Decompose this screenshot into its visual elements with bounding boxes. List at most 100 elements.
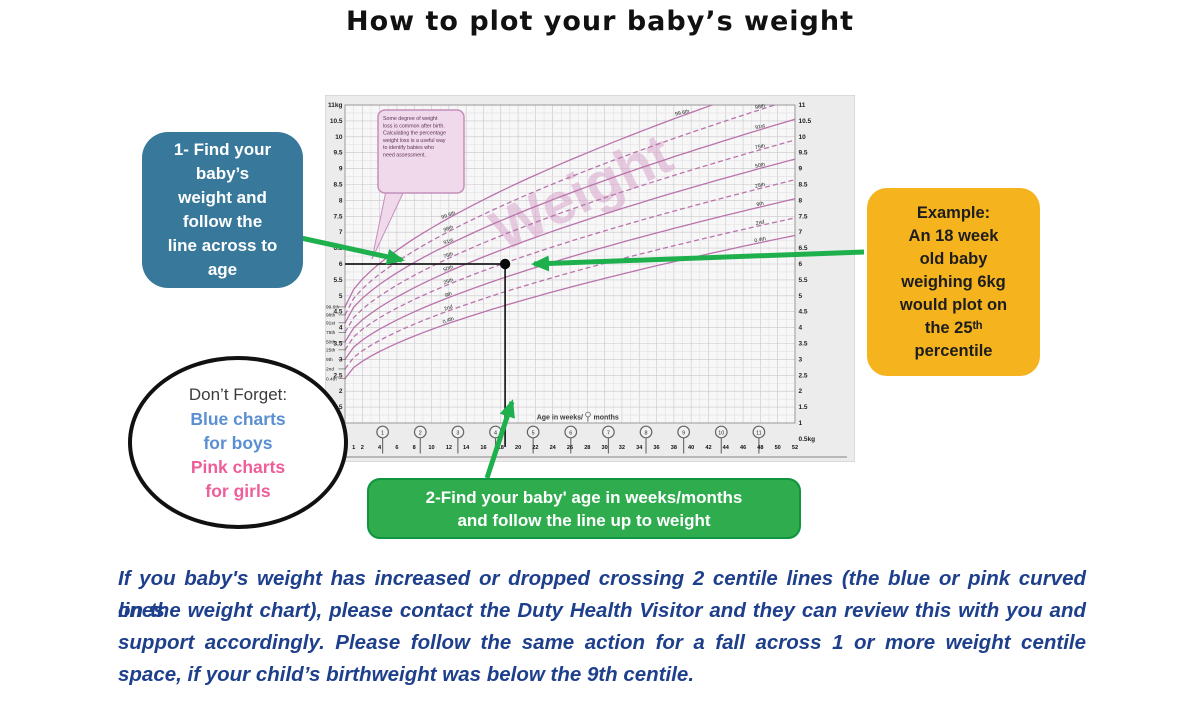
- x-axis-label: Age in weeks/: [537, 415, 583, 422]
- centile-curve-99.6th: [345, 105, 715, 308]
- svg-text:38: 38: [671, 445, 677, 451]
- svg-text:weight loss is a useful way: weight loss is a useful way: [383, 138, 446, 144]
- svg-text:11kg: 11kg: [328, 102, 342, 109]
- svg-text:7: 7: [339, 229, 343, 236]
- centile-curve-25th: [345, 179, 795, 351]
- svg-text:0.4th: 0.4th: [442, 316, 455, 326]
- svg-text:1: 1: [799, 420, 803, 427]
- svg-text:91st: 91st: [755, 123, 766, 131]
- footer-line: on the weight chart), please contact the…: [118, 599, 1086, 622]
- svg-text:75th: 75th: [443, 251, 455, 260]
- footer-line: support accordingly. Please follow the s…: [118, 631, 1086, 654]
- svg-text:46: 46: [740, 445, 746, 451]
- svg-text:0.4th: 0.4th: [326, 376, 337, 382]
- svg-text:5: 5: [339, 293, 343, 300]
- svg-text:8: 8: [339, 197, 343, 204]
- svg-text:6.5: 6.5: [333, 245, 342, 252]
- centile-curve-91st: [345, 118, 795, 324]
- svg-text:10: 10: [428, 445, 434, 451]
- month-marker: [376, 425, 390, 439]
- footer-line: If you baby's weight has increased or dr…: [118, 567, 1086, 622]
- svg-text:25th: 25th: [326, 348, 336, 354]
- svg-text:4: 4: [799, 325, 803, 332]
- month-marker: [677, 425, 691, 439]
- svg-text:50: 50: [775, 445, 781, 451]
- svg-text:50th: 50th: [443, 264, 455, 273]
- svg-text:14: 14: [463, 445, 470, 451]
- page-title: How to plot your baby’s weight: [345, 6, 855, 37]
- month-marker: [413, 425, 427, 439]
- svg-text:2: 2: [799, 388, 803, 395]
- svg-text:10: 10: [799, 134, 807, 141]
- svg-text:24: 24: [550, 445, 557, 451]
- svg-text:7: 7: [607, 430, 610, 436]
- svg-text:6: 6: [569, 430, 572, 436]
- svg-text:11: 11: [799, 102, 806, 109]
- svg-text:6: 6: [799, 261, 803, 268]
- growth-chart-svg: Weight99.6th99.6th99.6th98th98th98th91st…: [325, 95, 855, 462]
- svg-text:50th: 50th: [755, 162, 766, 170]
- month-marker: [714, 425, 728, 439]
- svg-text:3: 3: [799, 356, 803, 363]
- svg-text:25th: 25th: [443, 277, 455, 286]
- growth-chart: Weight 99.6th 99.6th 99.6th 98th 98th 98th 91st…: [325, 95, 855, 462]
- svg-text:25th: 25th: [755, 182, 766, 190]
- svg-text:99.6th: 99.6th: [675, 109, 690, 118]
- centile-curve-75th: [345, 139, 795, 333]
- example-callout: Example: An 18 week old baby weighing 6k…: [867, 188, 1040, 376]
- centile-curve-2nd: [345, 217, 795, 370]
- svg-text:50th: 50th: [326, 340, 336, 346]
- svg-text:10: 10: [718, 430, 724, 436]
- svg-text:52: 52: [792, 445, 798, 451]
- reminder-oval: Don’t Forget: Blue charts for boys Pink …: [128, 356, 348, 529]
- example-dot: [499, 258, 511, 270]
- svg-text:42: 42: [705, 445, 711, 451]
- svg-text:40: 40: [688, 445, 694, 451]
- svg-text:4: 4: [339, 325, 343, 332]
- svg-text:8: 8: [645, 430, 648, 436]
- svg-text:Calculating the percentage: Calculating the percentage: [383, 131, 446, 137]
- svg-text:4.5: 4.5: [799, 309, 808, 316]
- svg-text:8: 8: [799, 197, 803, 204]
- svg-text:loss is common after birth.: loss is common after birth.: [383, 123, 445, 129]
- svg-text:18: 18: [498, 445, 504, 451]
- svg-text:7.5: 7.5: [799, 213, 808, 220]
- svg-text:5: 5: [532, 430, 535, 436]
- svg-text:98th: 98th: [443, 224, 455, 233]
- svg-text:2nd: 2nd: [326, 367, 334, 373]
- svg-text:91st: 91st: [443, 237, 455, 246]
- step1-callout: 1- Find your baby’s weight and follow th…: [142, 132, 303, 288]
- month-marker: [639, 425, 653, 439]
- svg-text:8.5: 8.5: [333, 182, 342, 189]
- svg-text:Some degree of weight: Some degree of weight: [383, 116, 438, 122]
- svg-text:4.5: 4.5: [333, 309, 342, 316]
- month-marker: [564, 425, 578, 439]
- svg-text:9: 9: [682, 430, 685, 436]
- svg-text:30: 30: [601, 445, 607, 451]
- svg-text:9.5: 9.5: [333, 150, 342, 157]
- svg-text:91st: 91st: [326, 321, 336, 327]
- svg-text:20: 20: [515, 445, 521, 451]
- svg-text:98th: 98th: [755, 103, 766, 111]
- month-marker: [451, 425, 465, 439]
- svg-text:16: 16: [480, 445, 486, 451]
- svg-text:9th: 9th: [326, 357, 333, 363]
- svg-text:5: 5: [799, 293, 803, 300]
- svg-text:8: 8: [413, 445, 416, 451]
- svg-text:2: 2: [361, 445, 364, 451]
- svg-text:1.5: 1.5: [799, 404, 808, 411]
- svg-text:75th: 75th: [326, 330, 336, 336]
- svg-text:2.5: 2.5: [799, 372, 808, 379]
- svg-text:12: 12: [446, 445, 452, 451]
- svg-text:4: 4: [494, 430, 497, 436]
- svg-text:99.6th: 99.6th: [326, 305, 340, 311]
- svg-text:2: 2: [339, 388, 343, 395]
- svg-text:10.5: 10.5: [330, 118, 343, 125]
- svg-text:3: 3: [339, 356, 343, 363]
- svg-text:7: 7: [799, 229, 803, 236]
- svg-text:6: 6: [395, 445, 398, 451]
- svg-text:9: 9: [799, 166, 803, 173]
- svg-text:5.5: 5.5: [333, 277, 342, 284]
- month-marker: [526, 425, 540, 439]
